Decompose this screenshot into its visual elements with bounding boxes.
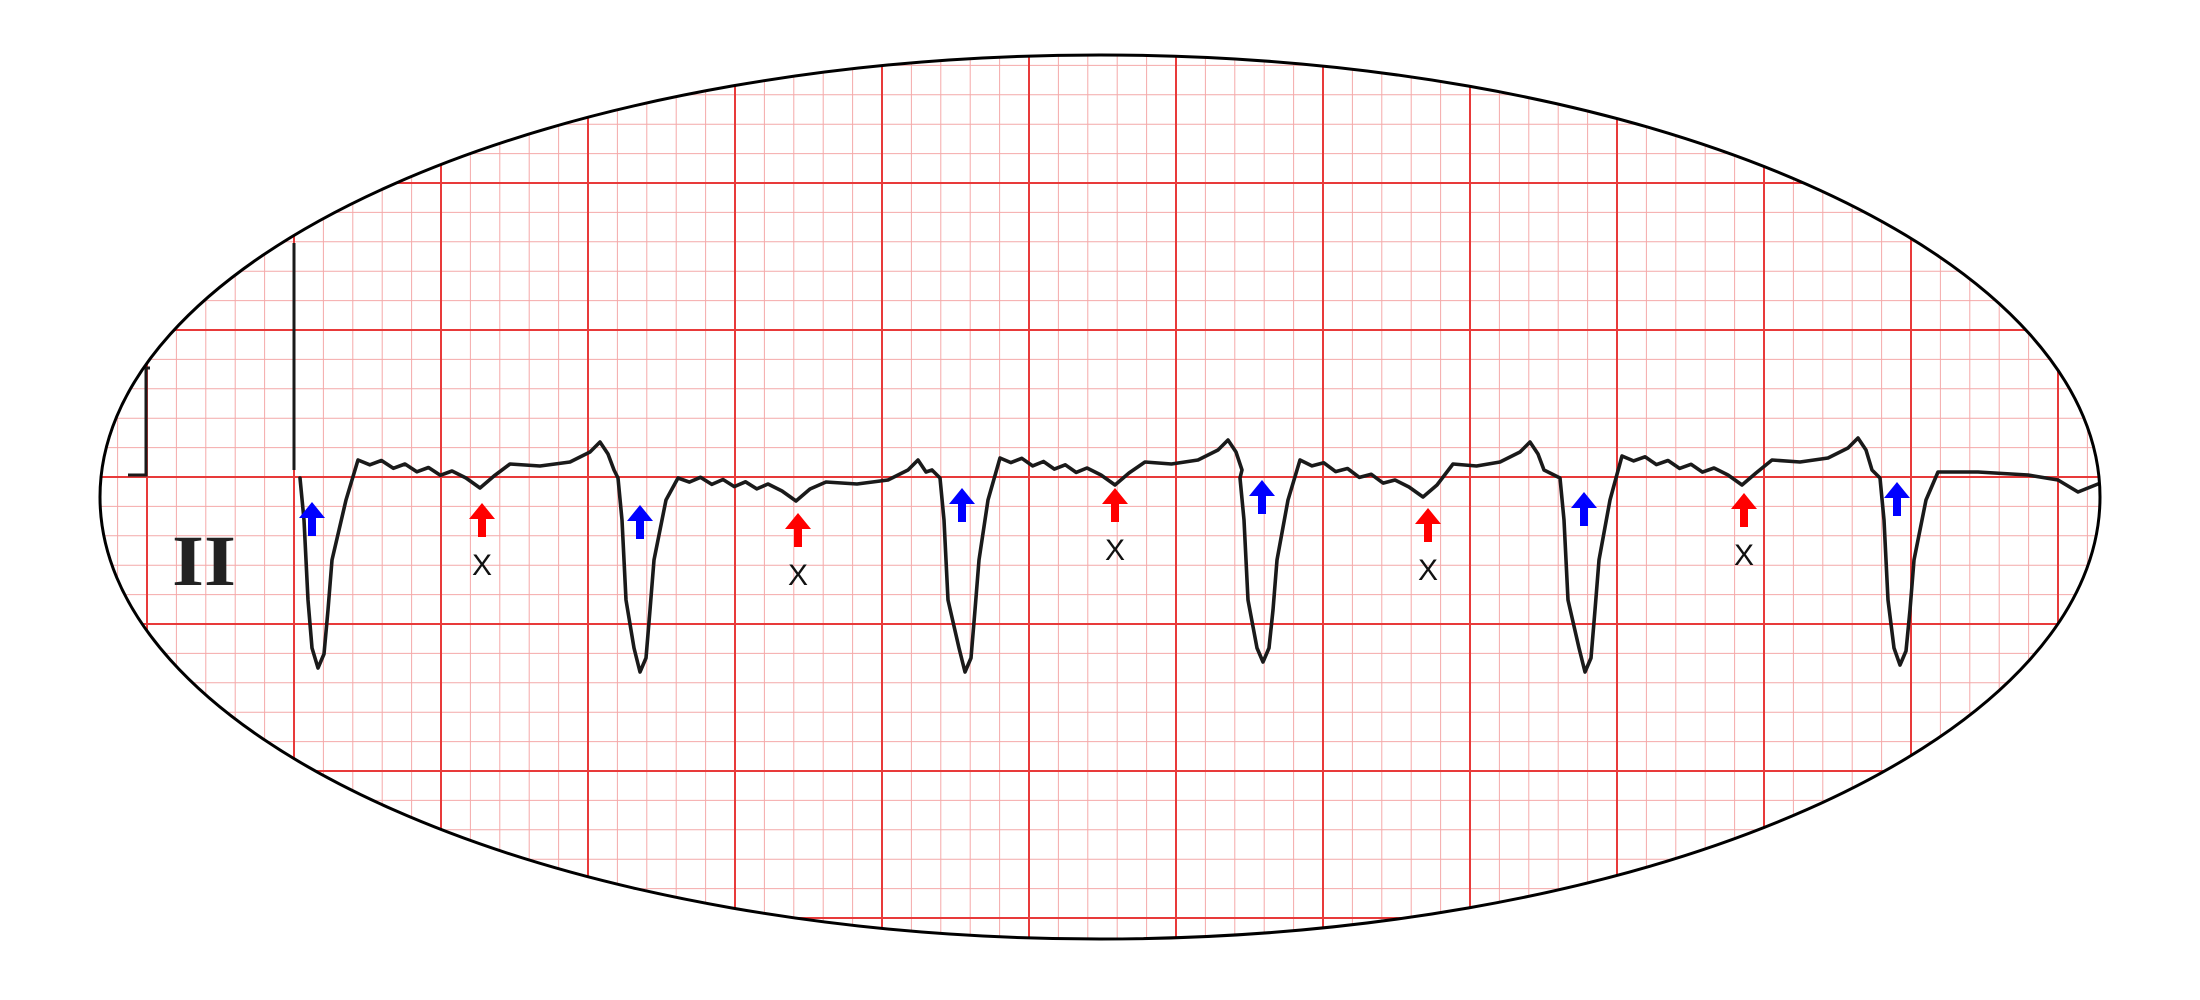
p-wave-arrow-icon-1 — [469, 503, 495, 537]
lead-label: II — [172, 521, 236, 601]
calibration-pulse-left — [128, 366, 150, 477]
qrs-arrow-icon-3 — [949, 488, 975, 522]
p-wave-arrow-icon-5 — [1731, 493, 1757, 527]
p-wave-x-label: X — [1418, 554, 1438, 587]
qrs-arrow-icon-5 — [1571, 492, 1597, 526]
p-wave-arrow-icon-4 — [1415, 508, 1441, 542]
qrs-arrow-icon-4 — [1249, 480, 1275, 514]
ecg-trace — [298, 436, 2100, 674]
arrow-annotations: X XXX X — [299, 480, 1910, 592]
p-wave-x-label: X — [788, 559, 808, 592]
qrs-arrow-icon-1 — [299, 502, 325, 536]
qrs-arrow-icon-6 — [1884, 482, 1910, 516]
p-wave-x-label: X — [1734, 539, 1754, 572]
p-wave-x-label: X — [472, 549, 492, 582]
p-wave-x-label: X — [1105, 534, 1125, 567]
ellipse-border — [98, 53, 2102, 941]
p-wave-arrow-icon-3 — [1102, 488, 1128, 522]
p-wave-arrow-icon-2 — [785, 513, 811, 547]
qrs-arrow-icon-2 — [627, 505, 653, 539]
